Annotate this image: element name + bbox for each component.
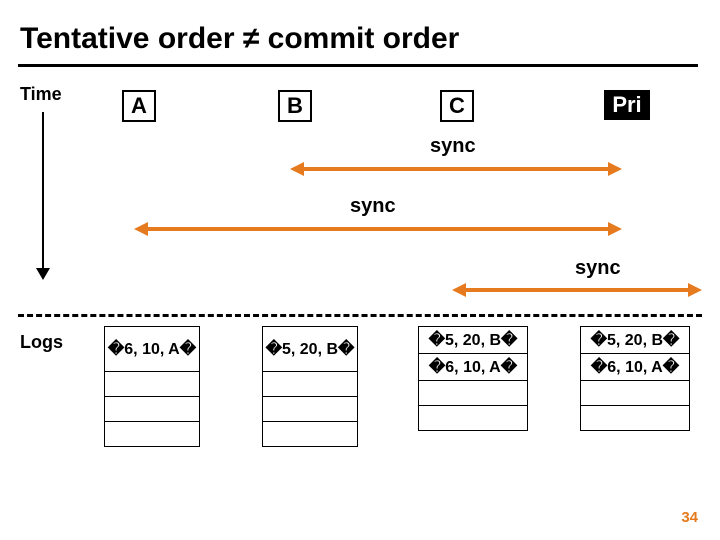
log-cell: �5, 20, B� <box>263 327 358 372</box>
log-cell <box>419 406 528 431</box>
log-cell: �6, 10, A� <box>419 354 528 381</box>
log-cell: �5, 20, B� <box>581 327 690 354</box>
sync-label-1: sync <box>430 135 476 158</box>
logs-label: Logs <box>20 332 63 353</box>
title-underline <box>18 64 698 67</box>
log-cell: �5, 20, B� <box>419 327 528 354</box>
log-cell <box>263 397 358 422</box>
node-box-b: B <box>278 90 312 122</box>
log-table-a: �6, 10, A� <box>104 326 200 447</box>
slide-title: Tentative order ≠ commit order <box>20 22 459 56</box>
log-table-c: �5, 20, B� �6, 10, A� <box>418 326 528 431</box>
sync-arrow-3 <box>454 288 700 292</box>
log-cell <box>263 372 358 397</box>
time-label: Time <box>20 84 62 105</box>
log-table-b: �5, 20, B� <box>262 326 358 447</box>
sync-arrow-1 <box>292 167 620 171</box>
sync-arrow-2 <box>136 227 620 231</box>
log-cell: �6, 10, A� <box>581 354 690 381</box>
log-cell: �6, 10, A� <box>105 327 200 372</box>
dashed-separator <box>18 314 702 317</box>
log-cell <box>263 422 358 447</box>
node-box-a: A <box>122 90 156 122</box>
log-cell <box>105 397 200 422</box>
log-cell <box>581 406 690 431</box>
sync-label-3: sync <box>575 257 621 280</box>
log-cell <box>581 381 690 406</box>
log-cell <box>419 381 528 406</box>
log-table-pri: �5, 20, B� �6, 10, A� <box>580 326 690 431</box>
time-arrow <box>36 112 50 282</box>
log-cell <box>105 372 200 397</box>
node-box-c: C <box>440 90 474 122</box>
log-cell <box>105 422 200 447</box>
sync-label-2: sync <box>350 195 396 218</box>
slide-number: 34 <box>681 509 698 526</box>
node-box-pri: Pri <box>604 90 650 120</box>
